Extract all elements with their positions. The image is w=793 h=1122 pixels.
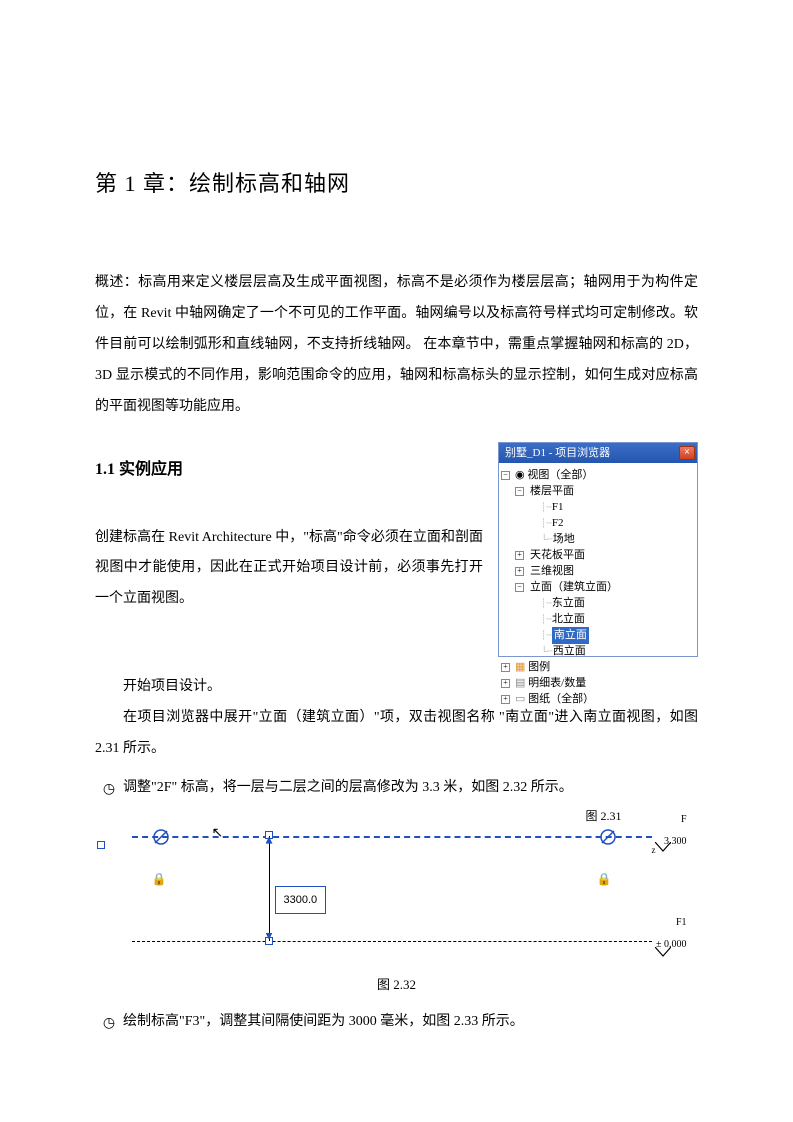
overview-paragraph: 概述：标高用来定义楼层层高及生成平面视图，标高不是必须作为楼层层高；轴网用于为构… (95, 268, 698, 422)
project-browser-panel: 别墅_D1 - 项目浏览器 × −◉ 视图（全部） −楼层平面 ┊┄F1 ┊┄F… (498, 442, 698, 657)
tree-elev-east[interactable]: ┊┄东立面 (501, 595, 695, 611)
tree-elevation[interactable]: −立面（建筑立面） (501, 579, 695, 595)
collapse-icon[interactable]: − (501, 471, 510, 480)
tree-floor-f2[interactable]: ┊┄F2 (501, 515, 695, 531)
tree-elev-south[interactable]: ┊┄南立面 (501, 627, 695, 643)
tree-floor-site[interactable]: └┄场地 (501, 531, 695, 547)
tree-root[interactable]: −◉ 视图（全部） (501, 467, 695, 483)
level-head-marker-top (655, 834, 671, 865)
clock-icon: ◷ (95, 1007, 123, 1040)
level-line-bottom (132, 941, 652, 942)
browser-tree: −◉ 视图（全部） −楼层平面 ┊┄F1 ┊┄F2 └┄场地 +天花板平面 +三… (499, 463, 697, 711)
tree-schedule[interactable]: +▤ 明细表/数量 (501, 675, 695, 691)
expand-icon[interactable]: + (501, 695, 510, 704)
expand-icon[interactable]: + (501, 679, 510, 688)
tree-3d[interactable]: +三维视图 (501, 563, 695, 579)
level-head-marker-bottom (655, 939, 671, 970)
chapter-title: 第 1 章：绘制标高和轴网 (95, 160, 698, 208)
cursor-icon: ↖ (212, 819, 224, 850)
tree-elev-north[interactable]: ┊┄北立面 (501, 611, 695, 627)
figure-caption-232: 图 2.32 (95, 971, 698, 1000)
tree-sheet[interactable]: +▭ 图纸（全部） (501, 691, 695, 707)
checkbox-marker[interactable] (97, 841, 105, 849)
expand-icon[interactable]: + (515, 567, 524, 576)
expand-icon[interactable]: + (515, 551, 524, 560)
close-icon[interactable]: × (679, 446, 695, 460)
figure-label-231: 图 2.31 (585, 803, 621, 829)
dimension-input[interactable]: 3300.0 (275, 886, 327, 914)
lock-icon-left[interactable]: 🔒 (152, 866, 167, 892)
section-title: 1.1 实例应用 (95, 452, 483, 487)
level-diagram: 图 2.31 F 3.300 F1 ± 0.000 ↖ 🔒 🔒 3300.0 z (97, 811, 697, 961)
tree-floor-plan[interactable]: −楼层平面 (501, 483, 695, 499)
collapse-icon[interactable]: − (515, 583, 524, 592)
dimension-line (269, 836, 270, 941)
level-end-marker-left[interactable] (152, 828, 170, 846)
level-end-marker-right-top[interactable] (599, 828, 617, 846)
tree-ceiling[interactable]: +天花板平面 (501, 547, 695, 563)
bullet-1-text: 调整"2F" 标高，将一层与二层之间的层高修改为 3.3 米，如图 2.32 所… (123, 773, 698, 806)
tree-legend[interactable]: +▦ 图例 (501, 659, 695, 675)
expand-icon[interactable]: + (501, 663, 510, 672)
level-line-top (132, 836, 652, 838)
browser-title: 别墅_D1 - 项目浏览器 (505, 441, 610, 465)
z-label: z (652, 841, 656, 861)
lock-icon-right[interactable]: 🔒 (597, 866, 612, 892)
tree-floor-f1[interactable]: ┊┄F1 (501, 499, 695, 515)
bullet-item-2: ◷ 绘制标高"F3"，调整其间隔使间距为 3000 毫米，如图 2.33 所示。 (95, 1007, 698, 1040)
bullet-item-1: ◷ 调整"2F" 标高，将一层与二层之间的层高修改为 3.3 米，如图 2.32… (95, 773, 698, 806)
clock-icon: ◷ (95, 773, 123, 806)
paragraph-1: 创建标高在 Revit Architecture 中，"标高"命令必须在立面和剖… (95, 523, 483, 615)
overview-label: 概述： (95, 275, 138, 290)
overview-text: 标高用来定义楼层层高及生成平面视图，标高不是必须作为楼层层高；轴网用于为构件定位… (95, 275, 698, 413)
browser-titlebar: 别墅_D1 - 项目浏览器 × (499, 443, 697, 463)
collapse-icon[interactable]: − (515, 487, 524, 496)
tree-elev-west[interactable]: └┄西立面 (501, 643, 695, 659)
paragraph-3: 在项目浏览器中展开"立面（建筑立面）"项，双击视图名称 "南立面"进入南立面视图… (95, 703, 698, 765)
bullet-2-text: 绘制标高"F3"，调整其间隔使间距为 3000 毫米，如图 2.33 所示。 (123, 1007, 698, 1040)
